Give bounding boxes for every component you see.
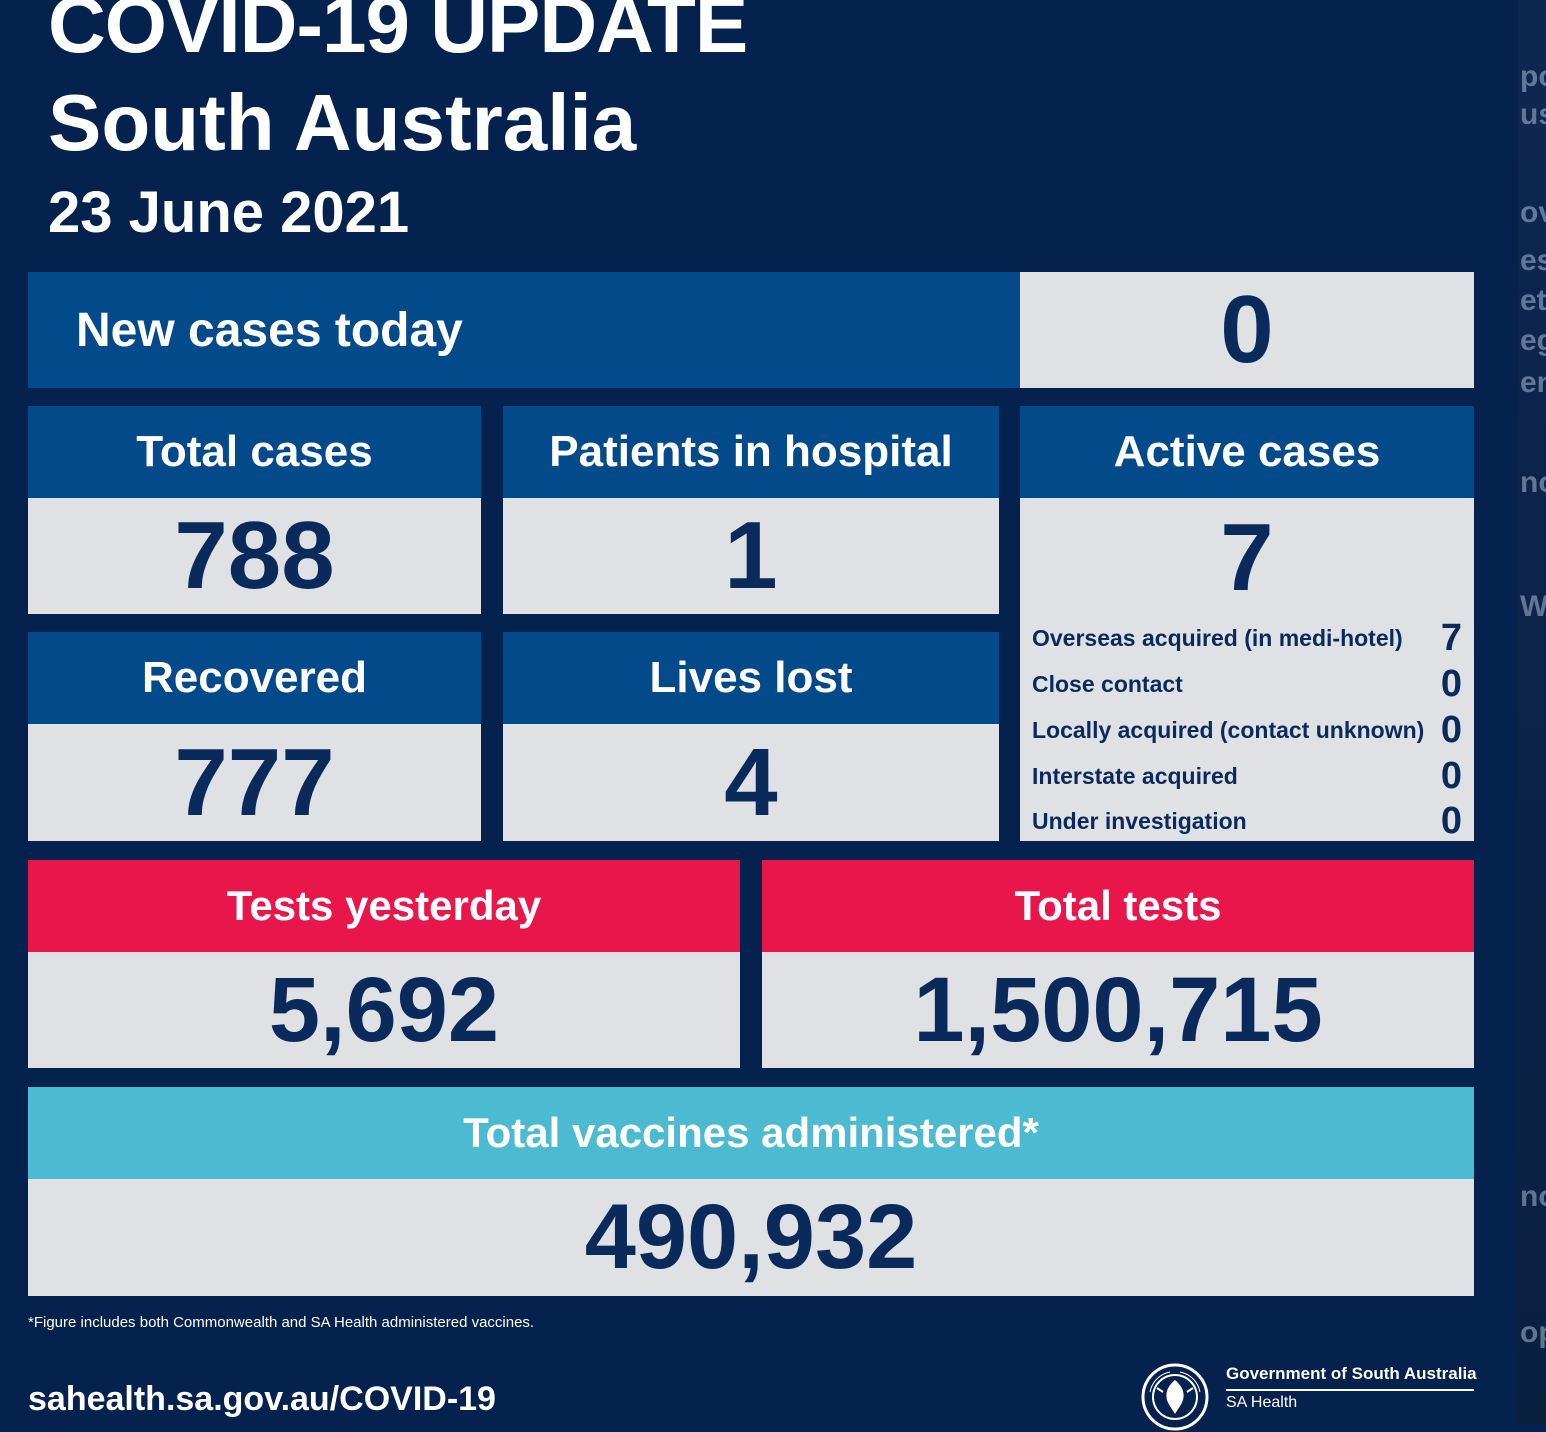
- active-breakdown-close-contact: Close contact 0: [1032, 662, 1462, 705]
- total-tests-value: 1,500,715: [762, 952, 1474, 1068]
- active-cases-panel: [1020, 498, 1474, 841]
- south-australia-crest-icon: [1141, 1363, 1209, 1431]
- new-cases-label: New cases today: [28, 272, 1020, 388]
- lives-lost-label: Lives lost: [503, 632, 999, 724]
- active-cases-value: 7: [1220, 504, 1274, 611]
- new-cases-label-text: New cases today: [76, 303, 463, 357]
- patients-in-hospital-label: Patients in hospital: [503, 406, 999, 498]
- update-date: 23 June 2021: [48, 180, 410, 245]
- new-cases-value: 0: [1020, 272, 1474, 388]
- page-title: COVID-19 UPDATE: [48, 0, 748, 69]
- website-link[interactable]: sahealth.sa.gov.au/COVID-19: [28, 1380, 496, 1418]
- background-peek: po us ov es et eg en no W no op: [1518, 0, 1546, 1424]
- recovered-label: Recovered: [28, 632, 481, 724]
- tests-yesterday-value: 5,692: [28, 952, 740, 1068]
- breakdown-value: 7: [1440, 616, 1462, 659]
- government-name: Government of South Australia: [1226, 1364, 1477, 1383]
- breakdown-value: 0: [1440, 708, 1462, 751]
- vaccine-footnote: *Figure includes both Commonwealth and S…: [28, 1314, 535, 1331]
- recovered-value: 777: [28, 724, 481, 841]
- lives-lost-value: 4: [503, 724, 999, 841]
- patients-in-hospital-value: 1: [503, 498, 999, 614]
- region-title: South Australia: [48, 78, 637, 167]
- breakdown-label: Interstate acquired: [1032, 762, 1238, 789]
- breakdown-value: 0: [1440, 662, 1462, 705]
- total-cases-value: 788: [28, 498, 481, 614]
- breakdown-label: Under investigation: [1032, 807, 1247, 834]
- breakdown-value: 0: [1440, 754, 1462, 797]
- active-breakdown-locally-acquired: Locally acquired (contact unknown) 0: [1032, 708, 1462, 751]
- breakdown-label: Overseas acquired (in medi-hotel): [1032, 624, 1403, 651]
- total-vaccines-value: 490,932: [28, 1179, 1474, 1296]
- total-tests-label: Total tests: [762, 860, 1474, 952]
- active-breakdown-overseas: Overseas acquired (in medi-hotel) 7: [1032, 616, 1462, 659]
- breakdown-label: Close contact: [1032, 670, 1183, 697]
- breakdown-label: Locally acquired (contact unknown): [1032, 716, 1425, 743]
- tests-yesterday-label: Tests yesterday: [28, 860, 740, 952]
- active-cases-label: Active cases: [1020, 406, 1474, 498]
- logo-divider: [1226, 1389, 1474, 1391]
- breakdown-value: 0: [1440, 799, 1462, 842]
- department-name: SA Health: [1226, 1394, 1298, 1411]
- total-cases-label: Total cases: [28, 406, 481, 498]
- active-breakdown-under-investigation: Under investigation 0: [1032, 799, 1462, 842]
- total-vaccines-label: Total vaccines administered*: [28, 1087, 1474, 1179]
- active-breakdown-interstate: Interstate acquired 0: [1032, 754, 1462, 797]
